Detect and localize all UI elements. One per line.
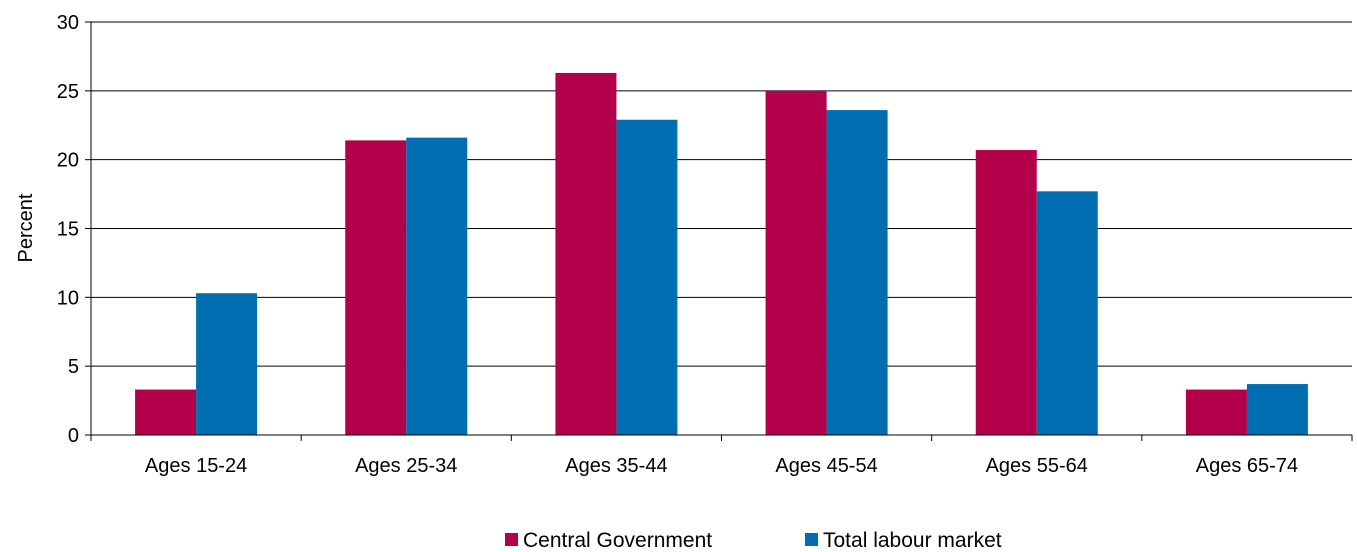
legend-swatch-total-labour-market — [805, 533, 818, 546]
legend-swatch-central-government — [505, 533, 518, 546]
x-tick-label: Ages 65-74 — [1196, 455, 1298, 477]
bar-total-labour-market-3 — [826, 110, 888, 436]
y-tick-labels: 0 5 10 15 20 25 30 — [57, 12, 79, 447]
x-tick-label: Ages 55-64 — [986, 455, 1088, 477]
bar-total-labour-market-5 — [1246, 384, 1308, 435]
bar-total-labour-market-1 — [406, 137, 468, 435]
legend: Central Government Total labour market — [505, 529, 1002, 552]
bar-central-government-0 — [135, 389, 197, 435]
x-tick-label: Ages 45-54 — [775, 455, 877, 477]
y-tick-label: 20 — [57, 150, 79, 172]
bar-central-government-4 — [975, 150, 1037, 435]
bar-total-labour-market-2 — [616, 119, 678, 435]
legend-label-central-government: Central Government — [523, 529, 712, 552]
bar-central-government-1 — [345, 140, 407, 436]
y-tick-label: 10 — [57, 287, 79, 309]
x-tick-label: Ages 15-24 — [145, 455, 247, 477]
bar-total-labour-market-0 — [196, 293, 258, 435]
y-axis-label: Percent — [15, 193, 37, 262]
bar-central-government-5 — [1185, 389, 1247, 435]
y-tick-label: 30 — [57, 12, 79, 34]
y-tick-label: 5 — [68, 356, 79, 378]
bar-total-labour-market-4 — [1036, 191, 1098, 435]
bar-central-government-2 — [555, 72, 617, 435]
axes — [85, 21, 1353, 441]
y-tick-label: 15 — [57, 219, 79, 241]
x-tick-labels: Ages 15-24 Ages 25-34 Ages 35-44 Ages 45-54… — [145, 455, 1298, 477]
x-tick-label: Ages 25-34 — [355, 455, 457, 477]
x-tick-label: Ages 35-44 — [565, 455, 667, 477]
legend-label-total-labour-market: Total labour market — [823, 529, 1002, 552]
gridlines — [91, 21, 1352, 367]
bar-central-government-3 — [765, 90, 827, 435]
bars — [135, 72, 1308, 436]
y-tick-label: 25 — [57, 81, 79, 103]
y-tick-label: 0 — [68, 425, 79, 447]
